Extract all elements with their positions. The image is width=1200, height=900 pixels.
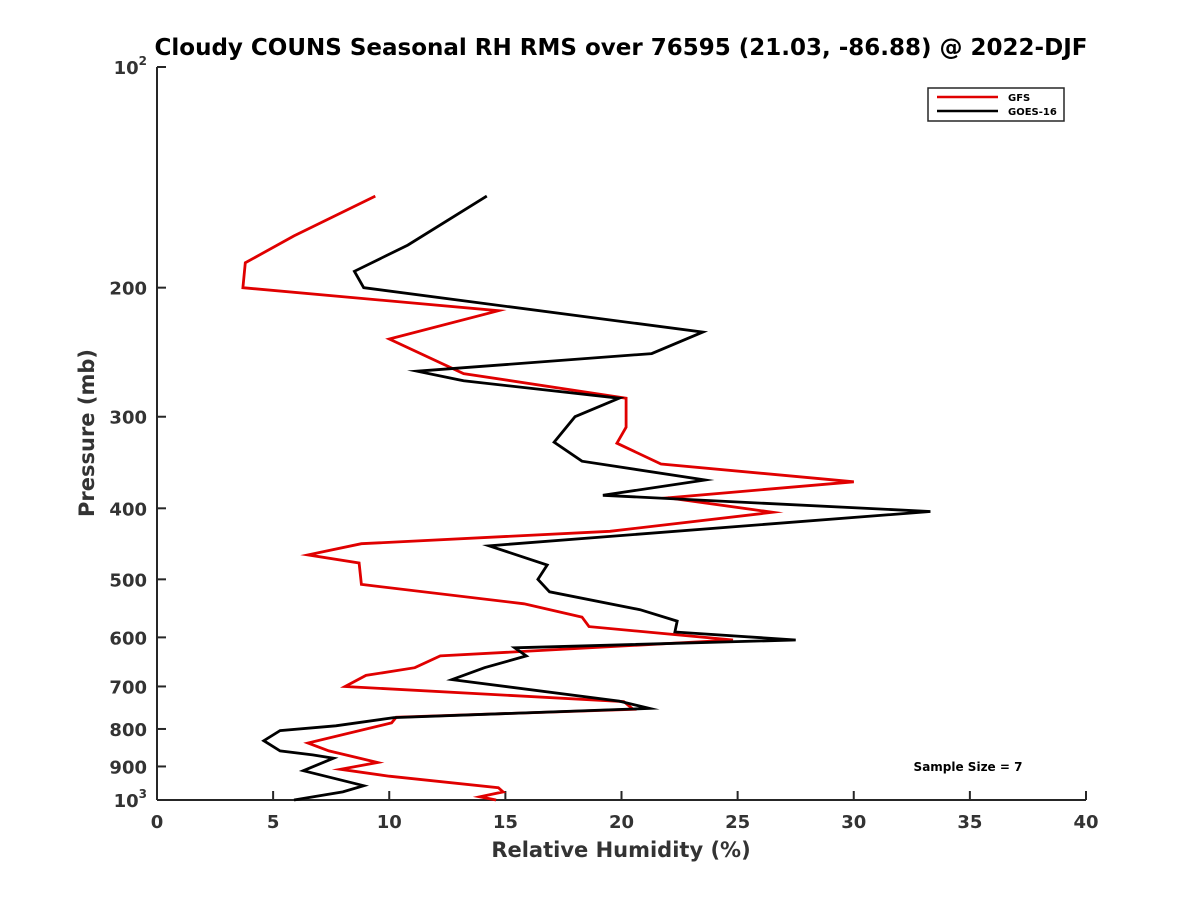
x-tick-label: 5 [267,812,280,833]
sample-size-annotation: Sample Size = 7 [914,760,1023,774]
x-tick-label: 30 [841,812,866,833]
x-tick-label: 0 [151,812,164,833]
x-tick-label: 35 [957,812,982,833]
y-tick-label: 500 [109,570,147,591]
series-line-gfs [241,194,854,802]
x-tick-label: 15 [493,812,518,833]
x-tick-label: 10 [377,812,402,833]
y-tick-label: 800 [109,720,147,741]
y-axis-label: Pressure (mb) [75,349,99,517]
x-tick-label: 40 [1073,812,1098,833]
legend-label: GFS [1008,93,1030,104]
legend: GFS GOES-16 [927,87,1065,122]
y-tick-label: 700 [109,677,147,698]
axes: 0 5 10 15 20 25 30 35 40 102 200 300 400 500 600 700 800… [109,54,1098,833]
y-tick-label: 900 [109,757,147,778]
y-tick-label: 103 [114,787,147,812]
series-line-goes-16 [261,194,931,802]
x-axis-label: Relative Humidity (%) [491,838,750,862]
x-tick-label: 20 [609,812,634,833]
y-tick-label: 600 [109,628,147,649]
y-tick-label: 400 [109,499,147,520]
y-tick-label: 200 [109,279,147,300]
y-tick-label: 300 [109,408,147,429]
legend-box [927,87,1065,122]
chart-title: Cloudy COUNS Seasonal RH RMS over 76595 … [155,35,1088,61]
data-series [241,194,931,802]
x-tick-label: 25 [725,812,750,833]
y-tick-label: 102 [114,54,147,79]
legend-label: GOES-16 [1008,107,1057,118]
